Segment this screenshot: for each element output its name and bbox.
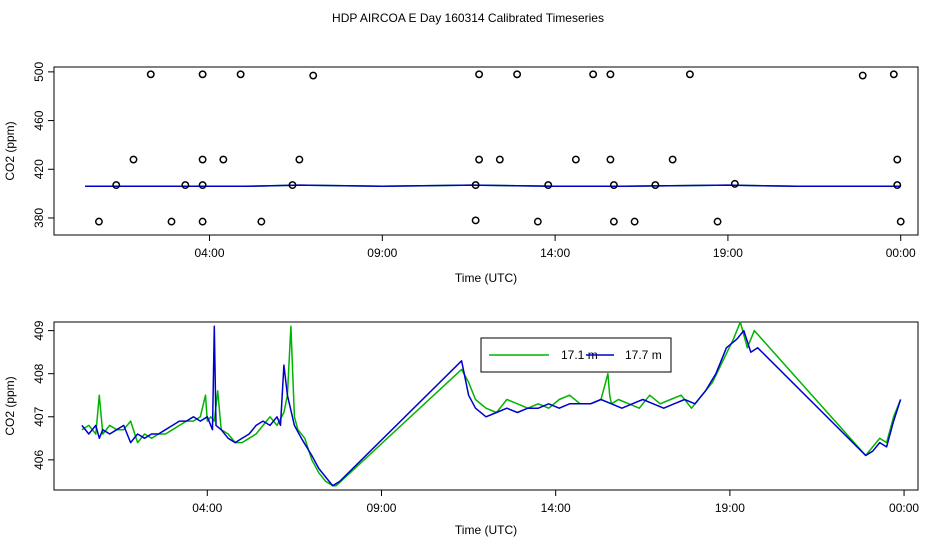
x-tick-label: 00:00	[886, 246, 916, 260]
calibration-point	[685, 70, 694, 79]
x-tick-label: 09:00	[367, 246, 397, 260]
calibration-point	[129, 155, 138, 164]
x-tick-label: 00:00	[889, 501, 919, 515]
x-tick-label: 19:00	[713, 246, 743, 260]
series-line-17-7-m	[85, 184, 901, 188]
panel-top-xlabel: Time (UTC)	[455, 271, 517, 285]
panel-bottom-frame	[53, 321, 919, 491]
y-tick-label: 409	[32, 320, 46, 340]
legend-label-17-1: 17.1 m	[561, 348, 598, 362]
calibration-point	[533, 217, 542, 226]
calibration-point	[94, 217, 103, 226]
calibration-point	[167, 217, 176, 226]
calibration-point	[471, 216, 480, 225]
panel-top: 04:00 09:00 14:00 19:00 00:00 380 420 460 500 T…	[3, 62, 919, 285]
legend: 17.1 m 17.7 m	[480, 337, 672, 373]
y-tick-label: 460	[32, 110, 46, 130]
series-line-17-7-m	[81, 325, 902, 487]
calibration-point	[309, 71, 318, 80]
y-tick-label: 420	[32, 159, 46, 179]
calibration-point	[713, 217, 722, 226]
calibration-point	[896, 217, 905, 226]
panel-bottom: 04:00 09:00 14:00 19:00 00:00 406 407 408 409 1…	[3, 320, 919, 537]
calibration-point	[889, 70, 898, 79]
calibration-point	[146, 70, 155, 79]
y-tick-label: 380	[32, 208, 46, 228]
calibration-point	[495, 155, 504, 164]
calibration-point	[571, 155, 580, 164]
calibration-point	[257, 217, 266, 226]
x-tick-label: 14:00	[540, 246, 570, 260]
legend-label-17-7: 17.7 m	[625, 348, 662, 362]
x-tick-label: 09:00	[366, 501, 396, 515]
y-tick-label: 407	[32, 406, 46, 426]
figure-title: HDP AIRCOA E Day 160314 Calibrated Times…	[332, 11, 604, 25]
calibration-point	[471, 181, 480, 190]
calibration-point	[513, 70, 522, 79]
panel-bottom-xlabel: Time (UTC)	[455, 523, 517, 537]
calibration-point	[288, 181, 297, 190]
calibration-point	[475, 155, 484, 164]
calibration-point	[112, 181, 121, 190]
calibration-point	[181, 181, 190, 190]
x-tick-label: 14:00	[541, 501, 571, 515]
calibration-point	[893, 155, 902, 164]
y-tick-label: 500	[32, 62, 46, 82]
calibration-point	[606, 155, 615, 164]
calibration-point	[606, 70, 615, 79]
x-tick-label: 04:00	[195, 246, 225, 260]
calibration-point	[730, 179, 739, 188]
panel-top-frame	[53, 66, 919, 236]
y-tick-label: 406	[32, 450, 46, 470]
calibration-point	[236, 70, 245, 79]
calibration-point	[544, 181, 553, 190]
calibration-point	[198, 217, 207, 226]
calibration-point	[219, 155, 228, 164]
calibration-point	[609, 217, 618, 226]
calibration-point	[198, 70, 207, 79]
calibration-point	[198, 155, 207, 164]
x-tick-label: 19:00	[715, 501, 745, 515]
x-tick-label: 04:00	[192, 501, 222, 515]
calibration-point	[198, 181, 207, 190]
calibration-point	[589, 70, 598, 79]
panel-top-ylabel: CO2 (ppm)	[3, 121, 17, 180]
calibration-point	[651, 181, 660, 190]
calibration-point	[609, 181, 618, 190]
calibration-point	[295, 155, 304, 164]
panel-bottom-ylabel: CO2 (ppm)	[3, 376, 17, 435]
calibration-point	[475, 70, 484, 79]
calibration-point	[893, 181, 902, 190]
calibration-point	[668, 155, 677, 164]
y-tick-label: 408	[32, 363, 46, 383]
calibration-point	[858, 71, 867, 80]
calibration-point	[630, 217, 639, 226]
